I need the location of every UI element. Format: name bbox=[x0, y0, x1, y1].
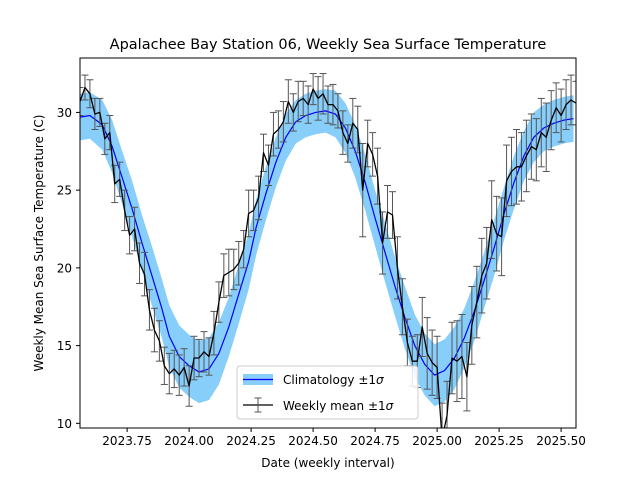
x-tick-label: 2024.50 bbox=[288, 434, 338, 448]
x-tick-label: 2025.25 bbox=[474, 434, 524, 448]
weekly-errorbar bbox=[80, 87, 84, 117]
x-tick-label: 2025.50 bbox=[536, 434, 586, 448]
legend: Climatology ±1σ Weekly mean ±1σ bbox=[236, 365, 419, 420]
legend-box bbox=[236, 365, 419, 420]
y-tick-label: 15 bbox=[57, 339, 72, 353]
chart-title: Apalachee Bay Station 06, Weekly Sea Sur… bbox=[110, 37, 547, 53]
y-axis-label: Weekly Mean Sea Surface Temperature (C) bbox=[32, 115, 46, 372]
weekly-line-layer bbox=[80, 86, 576, 428]
x-axis-label: Date (weekly interval) bbox=[261, 456, 394, 470]
y-tick-label: 20 bbox=[57, 261, 72, 275]
legend-weekly-label: Weekly mean ±1σ bbox=[283, 399, 394, 413]
weekly-errorbar bbox=[572, 80, 576, 126]
x-tick-label: 2025.00 bbox=[412, 434, 462, 448]
x-tick-label: 2024.25 bbox=[226, 434, 276, 448]
plot-frame bbox=[79, 57, 577, 429]
legend-climatology-label: Climatology ±1σ bbox=[283, 373, 384, 387]
x-tick-label: 2023.75 bbox=[102, 434, 152, 448]
y-axis-ticks: 10 15 20 25 30 bbox=[57, 106, 80, 431]
x-tick-label: 2024.00 bbox=[164, 434, 214, 448]
y-tick-label: 25 bbox=[57, 184, 72, 198]
weekly-mean-line bbox=[80, 86, 576, 428]
y-tick-label: 30 bbox=[57, 106, 72, 120]
y-tick-label: 10 bbox=[57, 417, 72, 431]
x-tick-label: 2024.75 bbox=[350, 434, 400, 448]
x-axis-ticks: 2023.75 2024.00 2024.25 2024.50 2024.75 2025.… bbox=[102, 428, 586, 448]
